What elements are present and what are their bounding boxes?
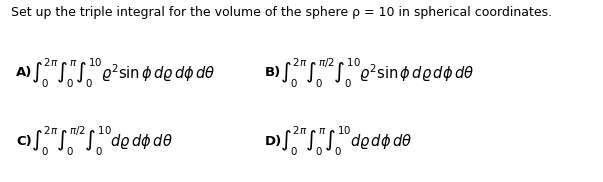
Text: $\int_0^{2\pi}\int_0^{\pi}\int_0^{10} d\varrho\, d\phi\, d\theta$: $\int_0^{2\pi}\int_0^{\pi}\int_0^{10} d\…	[280, 125, 412, 158]
Text: A): A)	[16, 66, 33, 79]
Text: D): D)	[265, 135, 282, 148]
Text: C): C)	[16, 135, 32, 148]
Text: $\int_0^{2\pi}\int_0^{\pi}\int_0^{10} \varrho^2 \sin\phi\, d\varrho\, d\phi\, d\: $\int_0^{2\pi}\int_0^{\pi}\int_0^{10} \v…	[31, 56, 215, 90]
Text: $\int_0^{2\pi}\int_0^{\pi/2}\int_0^{10} \varrho^2 \sin\phi\, d\varrho\, d\phi\, : $\int_0^{2\pi}\int_0^{\pi/2}\int_0^{10} …	[280, 56, 474, 90]
Text: Set up the triple integral for the volume of the sphere ρ = 10 in spherical coor: Set up the triple integral for the volum…	[11, 6, 552, 19]
Text: $\int_0^{2\pi}\int_0^{\pi/2}\int_0^{10} d\varrho\, d\phi\, d\theta$: $\int_0^{2\pi}\int_0^{\pi/2}\int_0^{10} …	[31, 125, 172, 158]
Text: B): B)	[265, 66, 282, 79]
